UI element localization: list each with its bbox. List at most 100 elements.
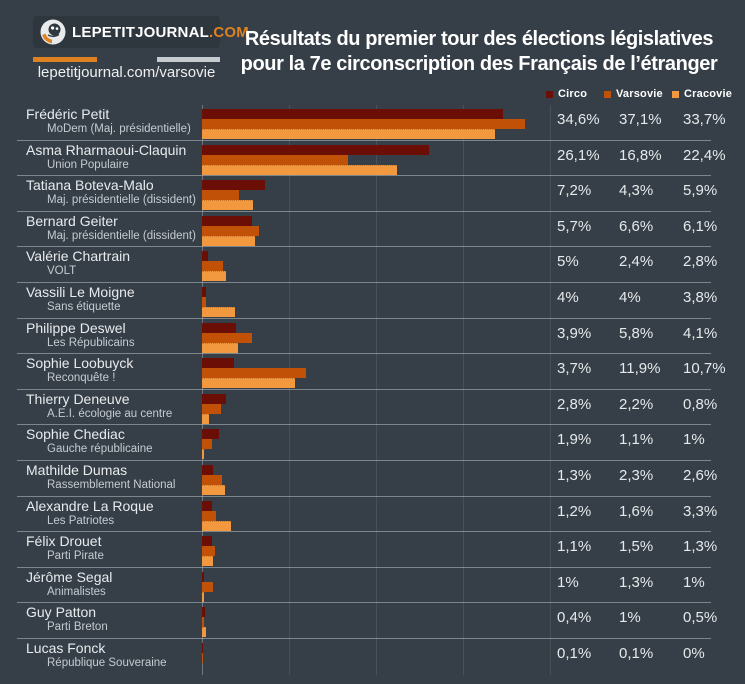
- value-varsovie: 11,9%: [619, 360, 661, 378]
- title-line-1: Résultats du premier tour des élections …: [244, 28, 714, 50]
- candidate-row: Valérie Chartrain VOLT 5% 2,4% 2,8%: [0, 247, 745, 283]
- candidate-row: Sophie Loobuyck Reconquête ! 3,7% 11,9% 10,7…: [0, 354, 745, 390]
- candidate-party: A.E.I. écologie au centre: [47, 407, 173, 420]
- value-columns: 0,1% 0,1% 0%: [0, 644, 745, 662]
- candidate-rows: Frédéric Petit MoDem (Maj. présidentielle…: [0, 105, 745, 675]
- logo-underline-gray: [157, 57, 220, 62]
- bar-circo: [202, 429, 219, 440]
- value-circo: 0,4%: [557, 609, 592, 627]
- results-bar-chart: Frédéric Petit MoDem (Maj. présidentielle…: [0, 105, 745, 675]
- cracovie-swatch-icon: [672, 90, 679, 98]
- bar-cracovie: [202, 271, 227, 282]
- candidate-party: Parti Pirate: [47, 550, 104, 563]
- value-circo: 4%: [557, 288, 579, 306]
- candidate-party: MoDem (Maj. présidentielle): [47, 123, 191, 135]
- value-circo: 0,1%: [557, 644, 592, 662]
- row-separator: [17, 210, 711, 212]
- row-separator: [17, 139, 711, 141]
- globe-icon: [40, 19, 66, 45]
- value-varsovie: 6,6%: [619, 217, 654, 235]
- candidate-party: Les Républicains: [47, 336, 135, 349]
- row-separator: [17, 388, 711, 390]
- value-columns: 1% 1,3% 1%: [0, 573, 745, 591]
- bar-cracovie: [202, 484, 225, 495]
- candidate-party: Gauche républicaine: [47, 443, 153, 456]
- value-columns: 3,9% 5,8% 4,1%: [0, 324, 745, 342]
- value-columns: 26,1% 16,8% 22,4%: [0, 146, 745, 164]
- legend-item-cracovie: Cracovie: [672, 88, 732, 100]
- candidate-name: Tatiana Boteva-Malo: [26, 177, 154, 194]
- value-varsovie: 5,8%: [619, 324, 654, 342]
- value-varsovie: 1,6%: [619, 502, 654, 520]
- candidate-name: Sophie Loobuyck: [26, 355, 134, 372]
- row-separator: [17, 566, 711, 568]
- value-cracovie: 1%: [683, 573, 705, 591]
- value-circo: 5,7%: [557, 217, 592, 235]
- bar-circo: [202, 109, 504, 119]
- bar-cracovie: [202, 200, 254, 211]
- bar-group: [202, 322, 550, 353]
- value-cracovie: 4,1%: [683, 324, 718, 342]
- candidate-name: Jérôme Segal: [26, 568, 113, 585]
- legend-item-circo: Circo: [546, 88, 587, 100]
- bar-circo: [202, 358, 235, 369]
- candidate-row: Thierry Deneuve A.E.I. écologie au centre…: [0, 390, 745, 426]
- gridline-30pct: [463, 105, 464, 675]
- row-separator: [17, 424, 711, 426]
- candidate-name: Asma Rharmaoui-Claquin: [26, 141, 187, 158]
- candidate-party: Rassemblement National: [47, 478, 176, 491]
- value-columns: 0,4% 1% 0,5%: [0, 610, 745, 626]
- legend-label: Cracovie: [684, 88, 733, 100]
- bar-circo: [202, 215, 252, 226]
- candidate-party: Animalistes: [47, 585, 106, 598]
- candidate-row: Frédéric Petit MoDem (Maj. présidentielle…: [0, 105, 745, 141]
- bar-cracovie: [202, 164, 397, 175]
- value-circo: 1,2%: [557, 502, 592, 520]
- bar-circo: [202, 571, 204, 582]
- candidate-name: Thierry Deneuve: [26, 390, 130, 407]
- bar-cracovie: [202, 342, 238, 353]
- value-varsovie: 1,3%: [619, 573, 654, 591]
- bar-group: [202, 429, 550, 460]
- candidate-name: Sophie Chediac: [26, 426, 125, 443]
- bar-varsovie: [202, 510, 216, 521]
- value-circo: 2,8%: [557, 395, 592, 413]
- bar-varsovie: [202, 581, 214, 592]
- bar-varsovie: [202, 439, 212, 450]
- bar-group: [202, 358, 550, 389]
- bar-varsovie: [202, 261, 223, 272]
- value-varsovie: 2,3%: [619, 466, 654, 484]
- varsovie-swatch-icon: [604, 90, 611, 98]
- gridline-40pct: [550, 105, 551, 675]
- value-cracovie: 22,4%: [683, 146, 726, 164]
- bar-circo: [202, 393, 227, 404]
- logo-suffix: .COM: [208, 23, 249, 41]
- row-separator: [17, 495, 711, 497]
- bar-cracovie: [202, 378, 296, 389]
- value-cracovie: 0,5%: [683, 609, 718, 627]
- legend-item-varsovie: Varsovie: [604, 88, 663, 100]
- candidate-name: Bernard Geiter: [26, 212, 118, 229]
- value-circo: 3,7%: [557, 360, 592, 378]
- value-cracovie: 2,6%: [683, 466, 718, 484]
- bar-cracovie: [202, 591, 204, 602]
- bar-varsovie: [202, 652, 204, 663]
- bar-group: [202, 144, 550, 175]
- value-cracovie: 0,8%: [683, 395, 718, 413]
- bar-circo: [202, 286, 207, 297]
- value-circo: 1,9%: [557, 431, 592, 449]
- value-varsovie: 1,1%: [619, 431, 654, 449]
- candidate-name: Mathilde Dumas: [26, 461, 128, 478]
- bar-varsovie: [202, 546, 216, 557]
- row-separator: [17, 353, 711, 355]
- bar-circo: [202, 536, 212, 547]
- logo: LEPETITJOURNAL.COM: [33, 16, 249, 48]
- value-varsovie: 37,1%: [619, 111, 662, 128]
- bar-varsovie: [202, 119, 525, 129]
- candidate-row: Jérôme Segal Animalistes 1% 1,3% 1%: [0, 568, 745, 604]
- candidate-row: Félix Drouet Parti Pirate 1,1% 1,5% 1,3%: [0, 532, 745, 568]
- value-cracovie: 10,7%: [683, 360, 726, 378]
- candidate-party: Les Patriotes: [47, 514, 115, 527]
- value-circo: 34,6%: [557, 111, 600, 128]
